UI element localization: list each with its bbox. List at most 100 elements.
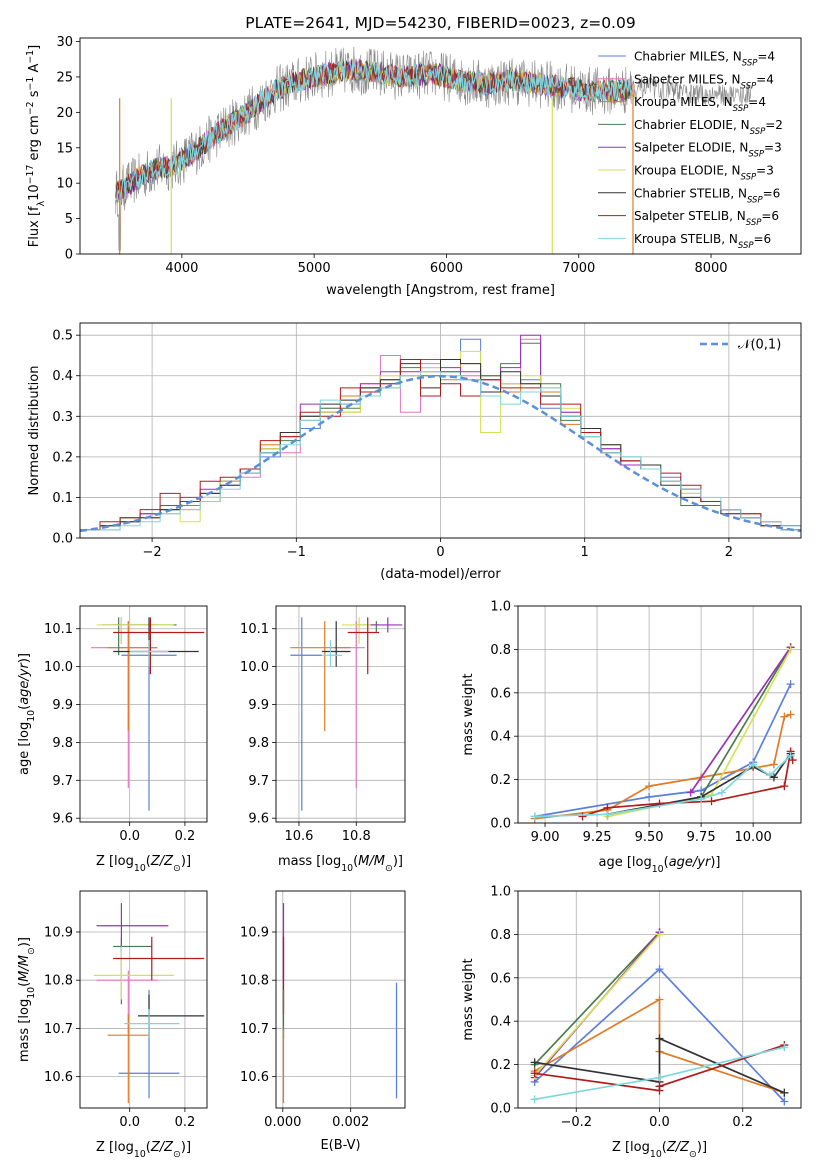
x-tick-label: 0 (436, 545, 444, 560)
y-axis-label: mass [log10(M/M⊙)] (17, 937, 37, 1062)
x-tick-label: 9.75 (687, 830, 716, 845)
x-tick-label: 10.00 (735, 830, 772, 845)
x-axis-label: (data-model)/error (380, 567, 501, 582)
axes-frame (79, 605, 208, 823)
y-tick-label: 9.6 (52, 812, 73, 827)
x-tick-label: 4000 (165, 261, 198, 276)
massweight-marker (655, 930, 664, 939)
y-tick-label: 0 (65, 248, 73, 263)
y-tick-label: 9.9 (248, 698, 269, 713)
x-axis-label: wavelength [Angstrom, rest frame] (326, 283, 555, 298)
y-tick-label: 10.7 (240, 1022, 269, 1037)
massweight-marker (786, 645, 795, 654)
y-tick-label: 10.6 (240, 1070, 269, 1085)
massweight-marker (780, 712, 789, 721)
legend-entry: Salpeter ELODIE, NSSP=3 (634, 141, 782, 160)
massweight-marker (530, 1069, 539, 1078)
y-tick-label: 10.0 (44, 660, 73, 675)
model-spectrum-line (115, 59, 632, 201)
x-tick-label: 8000 (694, 261, 727, 276)
massweight-vs-metallicity-panel: −0.2 0.0 0.2 0.0 0.2 0.4 0.6 0.8 1.0 Z [log10(Z/Z… (461, 885, 802, 1160)
legend-entry: Salpeter MILES, NSSP=4 (634, 72, 774, 91)
massweight-marker (655, 995, 664, 1004)
y-tick-label: 0.4 (490, 1015, 511, 1030)
y-tick-label: 1.0 (490, 885, 511, 900)
y-tick-label: 9.9 (52, 698, 73, 713)
x-tick-label: 10.8 (342, 829, 371, 844)
y-tick-label: 0.2 (490, 1058, 511, 1073)
y-tick-label: 10.9 (240, 925, 269, 940)
massweight-marker (530, 1095, 539, 1104)
panel-title: PLATE=2641, MJD=54230, FIBERID=0023, z=0… (245, 14, 635, 32)
x-tick-label: 0.0 (119, 1115, 140, 1130)
histogram-step (80, 359, 801, 538)
massweight-line (689, 646, 792, 794)
x-tick-label: 0.0 (649, 1115, 670, 1130)
x-tick-label: 10.6 (284, 829, 313, 844)
mass-vs-metallicity-panel: 0.0 0.2 10.6 10.7 10.8 10.9 Z [log10(Z/Z⊙)] mas… (17, 890, 208, 1160)
age-vs-metallicity-panel: 0.0 0.2 9.6 9.7 9.8 9.9 10.0 10.1 Z [log10(Z/Z⊙)… (17, 605, 208, 874)
x-tick-label: 9.25 (583, 830, 612, 845)
legend-entry: Chabrier STELIB, NSSP=6 (634, 186, 780, 205)
massweight-line (582, 751, 794, 818)
y-tick-label: 25 (56, 70, 73, 85)
massweight-marker (786, 680, 795, 689)
legend-entry: 𝒩(0,1) (738, 338, 781, 353)
y-tick-label: 10.6 (44, 1070, 73, 1085)
x-axis-label: E(B-V) (320, 1138, 360, 1153)
axes-frame (79, 890, 208, 1109)
x-axis-label: age [log10(age/yr)] (598, 855, 720, 875)
y-tick-label: 9.8 (52, 736, 73, 751)
axes-frame (517, 605, 802, 824)
y-axis-label: Normed distribution (27, 366, 42, 496)
y-tick-label: 0.4 (52, 369, 73, 384)
massweight-marker (686, 788, 695, 797)
y-axis-label: mass weight (461, 673, 476, 755)
y-tick-label: 9.7 (52, 774, 73, 789)
y-tick-label: 0.4 (490, 730, 511, 745)
y-tick-label: 0.6 (490, 971, 511, 986)
y-tick-label: 10.0 (240, 660, 269, 675)
y-tick-label: 30 (56, 35, 73, 50)
legend-entry: Kroupa ELODIE, NSSP=3 (634, 164, 774, 183)
x-tick-label: 0.2 (732, 1115, 753, 1130)
y-tick-label: 10 (56, 177, 73, 192)
legend-entry: Salpeter STELIB, NSSP=6 (634, 209, 779, 228)
x-axis-label: mass [log10(M/M⊙)] (278, 854, 403, 874)
y-tick-label: 0.5 (52, 329, 73, 344)
x-tick-label: 5000 (298, 261, 331, 276)
massweight-line (607, 646, 792, 816)
y-tick-label: 10.8 (44, 974, 73, 989)
massweight-marker (769, 760, 778, 769)
mass-vs-extinction-panel: 0.000 0.002 10.6 10.7 10.8 10.9 E(B-V) (240, 890, 406, 1153)
massweight-marker (530, 812, 539, 821)
x-tick-label: 0.2 (175, 1115, 196, 1130)
y-axis-label: Flux [fλ10−17 erg cm−2 s−1 A−1] (25, 45, 47, 247)
gaussian-curve (80, 374, 801, 533)
x-tick-label: −1 (287, 545, 306, 560)
massweight-marker (780, 782, 789, 791)
massweight-line (533, 931, 661, 1066)
massweight-marker (765, 771, 774, 780)
massweight-marker (707, 797, 716, 806)
massweight-marker (788, 756, 797, 765)
massweight-marker (786, 710, 795, 719)
massweight-marker (780, 1088, 789, 1097)
massweight-marker (655, 965, 664, 974)
y-axis-label: mass weight (461, 958, 476, 1040)
x-tick-label: 0.2 (175, 829, 196, 844)
x-tick-label: 9.50 (635, 830, 664, 845)
y-tick-label: 0.2 (52, 450, 73, 465)
legend-entry: Chabrier ELODIE, NSSP=2 (634, 118, 783, 137)
y-tick-label: 0.3 (52, 410, 73, 425)
massweight-vs-age-panel: 9.00 9.25 9.50 9.75 10.00 0.0 0.2 0.4 0.6 0.8 1.0 a… (461, 600, 802, 875)
x-tick-label: 0.002 (332, 1115, 369, 1130)
massweight-marker (645, 782, 654, 791)
y-tick-label: 0.0 (490, 1102, 511, 1117)
massweight-marker (655, 1082, 664, 1091)
massweight-marker (786, 751, 795, 760)
y-tick-label: 9.8 (248, 736, 269, 751)
x-tick-label: 0.0 (119, 829, 140, 844)
massweight-marker (780, 1097, 789, 1106)
